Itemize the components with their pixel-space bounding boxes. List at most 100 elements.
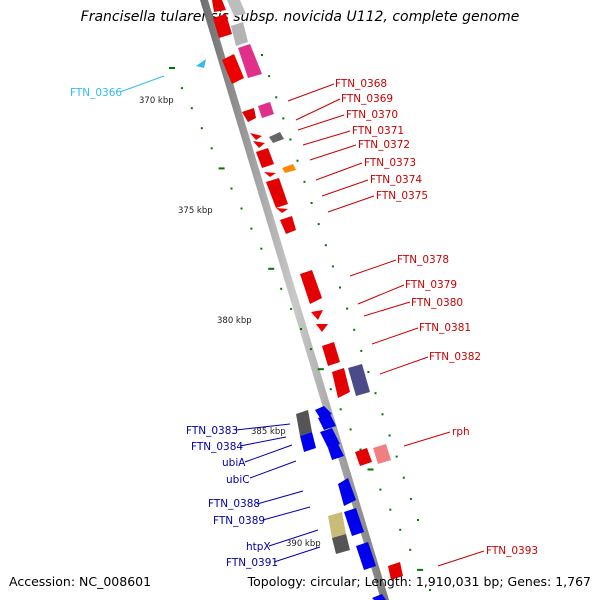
- gene-label[interactable]: FTN_0381: [419, 322, 471, 334]
- gene-feature[interactable]: [212, 0, 226, 12]
- gene-feature[interactable]: [372, 594, 386, 600]
- gene-feature[interactable]: [388, 562, 403, 580]
- gene-feature[interactable]: [266, 178, 288, 208]
- scale-tick: [260, 247, 263, 250]
- gene-feature[interactable]: [318, 414, 336, 430]
- gene-label[interactable]: FTN_0388: [208, 498, 260, 510]
- gene-labels: FTN_0366 FTN_0368 FTN_0369 FTN_0370 FTN_…: [70, 78, 538, 569]
- gene-feature[interactable]: [311, 310, 323, 320]
- gene-feature[interactable]: [280, 216, 296, 234]
- scale-tick: [309, 348, 312, 351]
- scale-tick: [200, 127, 203, 130]
- gene-feature[interactable]: [328, 444, 344, 460]
- gene-label[interactable]: ubiC: [226, 474, 250, 486]
- gene-feature[interactable]: [356, 542, 376, 570]
- gene-label[interactable]: FTN_0366: [70, 87, 122, 99]
- gene-feature[interactable]: [256, 148, 274, 168]
- gene-label[interactable]: FTN_0378: [397, 254, 449, 266]
- gene-label[interactable]: FTN_0384: [191, 441, 243, 453]
- gene-feature[interactable]: [213, 14, 232, 38]
- gene-features-forward: [296, 406, 386, 600]
- scale-tick: [399, 528, 402, 531]
- scale-tick: [303, 180, 306, 183]
- ftn-0366-marker[interactable]: [196, 59, 206, 68]
- scale-tick: [240, 207, 243, 210]
- gene-feature[interactable]: [253, 141, 265, 148]
- scale-tick: [268, 75, 271, 78]
- gene-feature[interactable]: [227, 0, 246, 16]
- gene-feature[interactable]: [344, 508, 364, 536]
- scale-label-390: 390 kbp: [286, 539, 321, 549]
- gene-feature[interactable]: [328, 512, 346, 538]
- gene-label[interactable]: FTN_0393: [486, 545, 538, 557]
- gene-label[interactable]: FTN_0389: [213, 515, 265, 527]
- scale-tick: [300, 328, 302, 330]
- scale-tick: [367, 468, 374, 471]
- gene-label[interactable]: ubiA: [222, 457, 246, 469]
- gene-label[interactable]: FTN_0382: [429, 351, 481, 363]
- gene-feature[interactable]: [373, 444, 391, 464]
- scale-tick: [339, 408, 342, 411]
- scale-tick: [310, 202, 313, 204]
- gene-feature[interactable]: [258, 102, 274, 118]
- gene-feature[interactable]: [222, 54, 244, 84]
- gene-label[interactable]: FTN_0375: [376, 190, 428, 202]
- scale-tick: [296, 159, 299, 162]
- gene-feature[interactable]: [316, 324, 328, 332]
- scale-ticks: [169, 54, 431, 591]
- gene-feature[interactable]: [322, 342, 340, 366]
- scale-tick: [331, 265, 334, 268]
- gene-feature[interactable]: [300, 270, 322, 304]
- gene-feature[interactable]: [282, 164, 296, 173]
- gene-label[interactable]: FTN_0391: [226, 557, 278, 569]
- gene-feature[interactable]: [355, 448, 372, 466]
- scale-label-385: 385 kbp: [251, 427, 286, 437]
- gene-label[interactable]: htpX: [246, 541, 271, 553]
- gene-feature[interactable]: [250, 133, 262, 140]
- gene-label[interactable]: FTN_0379: [405, 279, 457, 291]
- gene-feature[interactable]: [332, 534, 350, 554]
- scale-tick: [339, 286, 341, 289]
- gene-label[interactable]: FTN_0370: [346, 109, 398, 121]
- gene-feature[interactable]: [238, 44, 262, 78]
- gene-feature[interactable]: [332, 368, 350, 398]
- gene-feature[interactable]: [231, 22, 248, 46]
- gene-label[interactable]: FTN_0368: [335, 78, 387, 90]
- gene-feature[interactable]: [300, 432, 316, 452]
- scale-tick: [360, 349, 363, 352]
- gene-label[interactable]: rph: [452, 426, 470, 438]
- scale-tick: [381, 413, 384, 416]
- gene-label[interactable]: FTN_0373: [364, 157, 416, 169]
- map-title: Francisella tularensis subsp. novicida U…: [80, 9, 520, 25]
- gene-label[interactable]: FTN_0372: [358, 139, 410, 151]
- scale-tick: [268, 267, 275, 270]
- scale-tick: [402, 476, 405, 479]
- genome-backbone: [200, 0, 389, 600]
- gene-feature[interactable]: [264, 172, 276, 177]
- scale-tick: [389, 508, 392, 511]
- gene-features: [212, 0, 403, 580]
- accession-text: Accession: NC_008601: [9, 574, 152, 589]
- genome-summary-text: Topology: circular; Length: 1,910,031 bp…: [247, 574, 591, 589]
- scale-tick: [280, 287, 283, 290]
- gene-feature[interactable]: [276, 208, 288, 213]
- scale-label-370: 370 kbp: [139, 96, 174, 106]
- gene-feature[interactable]: [296, 410, 312, 436]
- gene-label[interactable]: FTN_0369: [341, 93, 393, 105]
- gene-label[interactable]: FTN_0380: [411, 297, 463, 309]
- gene-label[interactable]: FTN_0383: [186, 425, 238, 437]
- scale-tick: [417, 519, 419, 521]
- gene-feature[interactable]: [338, 478, 356, 506]
- scale-tick: [190, 107, 193, 110]
- scale-label-380: 380 kbp: [217, 316, 252, 326]
- gene-feature[interactable]: [348, 364, 370, 396]
- scale-tick: [324, 244, 327, 247]
- scale-tick: [317, 368, 324, 371]
- gene-label[interactable]: FTN_0374: [370, 174, 422, 186]
- gene-label[interactable]: FTN_0371: [352, 125, 404, 137]
- gene-feature[interactable]: [320, 428, 340, 448]
- scale-tick: [282, 117, 285, 120]
- gene-feature[interactable]: [269, 132, 284, 143]
- gene-feature[interactable]: [242, 108, 256, 122]
